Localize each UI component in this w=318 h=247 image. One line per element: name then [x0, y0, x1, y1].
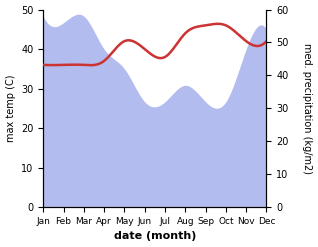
X-axis label: date (month): date (month) — [114, 231, 196, 242]
Y-axis label: max temp (C): max temp (C) — [5, 75, 16, 142]
Y-axis label: med. precipitation (kg/m2): med. precipitation (kg/m2) — [302, 43, 313, 174]
